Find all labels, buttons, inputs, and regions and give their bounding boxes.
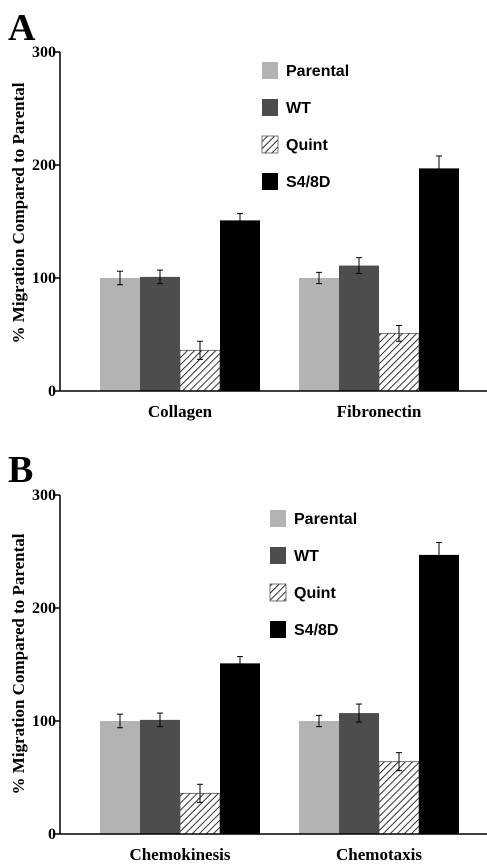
bar	[100, 721, 140, 834]
legend-label: S4/8D	[286, 174, 330, 191]
legend-swatch	[261, 135, 279, 154]
legend-swatch	[262, 99, 278, 116]
bar	[419, 554, 459, 834]
plot-area: 0 100 200 300 Chemokinesis Chemotaxis Parental…	[32, 487, 487, 864]
bar	[299, 721, 339, 834]
bar	[419, 168, 459, 391]
y-tick-label: 100	[32, 270, 56, 287]
y-tick-label: 300	[32, 487, 56, 504]
y-tick-label: 200	[32, 157, 56, 174]
y-tick-label: 200	[32, 600, 56, 617]
legend-label: WT	[286, 100, 311, 117]
panel-letter: B	[8, 449, 33, 491]
bar	[378, 332, 420, 392]
panel-letter: A	[8, 7, 36, 49]
panel-a: A % Migration Compared to Parental 0 100 2…	[8, 7, 487, 421]
bar	[100, 278, 140, 391]
bar	[299, 278, 339, 391]
bar	[339, 713, 379, 834]
legend-label: Parental	[294, 511, 357, 528]
legend-label: Parental	[286, 63, 349, 80]
legend-label: WT	[294, 548, 319, 565]
bar	[140, 276, 180, 391]
legend-swatch	[262, 173, 278, 190]
legend-swatch	[270, 547, 286, 564]
legend-swatch	[269, 583, 287, 602]
y-tick-label: 300	[32, 44, 56, 61]
y-tick-label: 100	[32, 713, 56, 730]
bar	[220, 220, 260, 391]
y-tick-label: 0	[48, 383, 56, 400]
category-label: Fibronectin	[337, 402, 422, 421]
bar	[339, 265, 379, 391]
y-axis-title: % Migration Compared to Parental	[9, 533, 28, 794]
plot-area: 0 100 200 300 Collagen Fibronectin Parental WT Q…	[32, 44, 487, 421]
bar	[140, 719, 180, 834]
y-axis-title: % Migration Compared to Parental	[9, 82, 28, 343]
legend-swatch	[270, 510, 286, 527]
y-tick-label: 0	[48, 826, 56, 843]
category-label: Collagen	[148, 402, 213, 421]
legend-label: Quint	[294, 585, 336, 602]
bar	[220, 663, 260, 834]
legend-swatch	[270, 621, 286, 638]
category-label: Chemokinesis	[129, 845, 230, 864]
legend-swatch	[262, 62, 278, 79]
legend-label: S4/8D	[294, 622, 338, 639]
legend-label: Quint	[286, 137, 328, 154]
category-label: Chemotaxis	[336, 845, 422, 864]
panel-b: B % Migration Compared to Parental 0 100 2…	[8, 449, 487, 864]
bar	[378, 761, 420, 835]
